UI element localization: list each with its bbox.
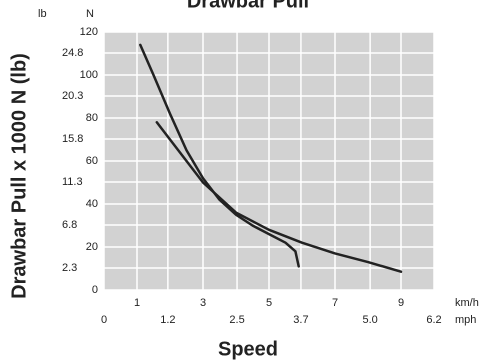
y-tick-label: 40 bbox=[86, 198, 98, 210]
y-tick-label: 60 bbox=[86, 155, 98, 167]
y-tick-label: 120 bbox=[80, 26, 98, 38]
y2-tick-label: 15.8 bbox=[62, 133, 83, 145]
x-unit: km/h bbox=[455, 297, 479, 309]
y-tick-label: 20 bbox=[86, 241, 98, 253]
x2-tick-label: 2.5 bbox=[229, 314, 244, 326]
x-tick-label: 3 bbox=[200, 297, 206, 309]
x2-unit: mph bbox=[455, 314, 476, 326]
y2-tick-label: 24.8 bbox=[62, 47, 83, 59]
series-line bbox=[155, 121, 403, 273]
x2-tick-label: 0 bbox=[101, 314, 107, 326]
x2-tick-label: 1.2 bbox=[160, 314, 175, 326]
x2-tick-label: 6.2 bbox=[426, 314, 441, 326]
y-tick-label: 80 bbox=[86, 112, 98, 124]
x-tick-label: 1 bbox=[134, 297, 140, 309]
y2-tick-label: 11.3 bbox=[62, 176, 83, 188]
x2-tick-label: 5.0 bbox=[362, 314, 377, 326]
y2-tick-label: 6.8 bbox=[62, 219, 77, 231]
y-tick-label: 100 bbox=[80, 69, 98, 81]
y2-tick-label: 20.3 bbox=[62, 90, 83, 102]
x2-tick-label: 3.7 bbox=[293, 314, 308, 326]
x-tick-label: 7 bbox=[332, 297, 338, 309]
y2-unit: lb bbox=[38, 8, 47, 20]
chart-title: Drawbar Pull bbox=[187, 0, 309, 12]
y-axis-title: Drawbar Pull x 1000 N (lb) bbox=[8, 53, 30, 299]
x-tick-label: 5 bbox=[266, 297, 272, 309]
x-tick-label: 9 bbox=[398, 297, 404, 309]
x-axis-title: Speed bbox=[218, 338, 278, 360]
y-unit: N bbox=[86, 8, 94, 20]
series-line bbox=[139, 43, 300, 268]
y-tick-label: 0 bbox=[92, 284, 98, 296]
y2-tick-label: 2.3 bbox=[62, 262, 77, 274]
